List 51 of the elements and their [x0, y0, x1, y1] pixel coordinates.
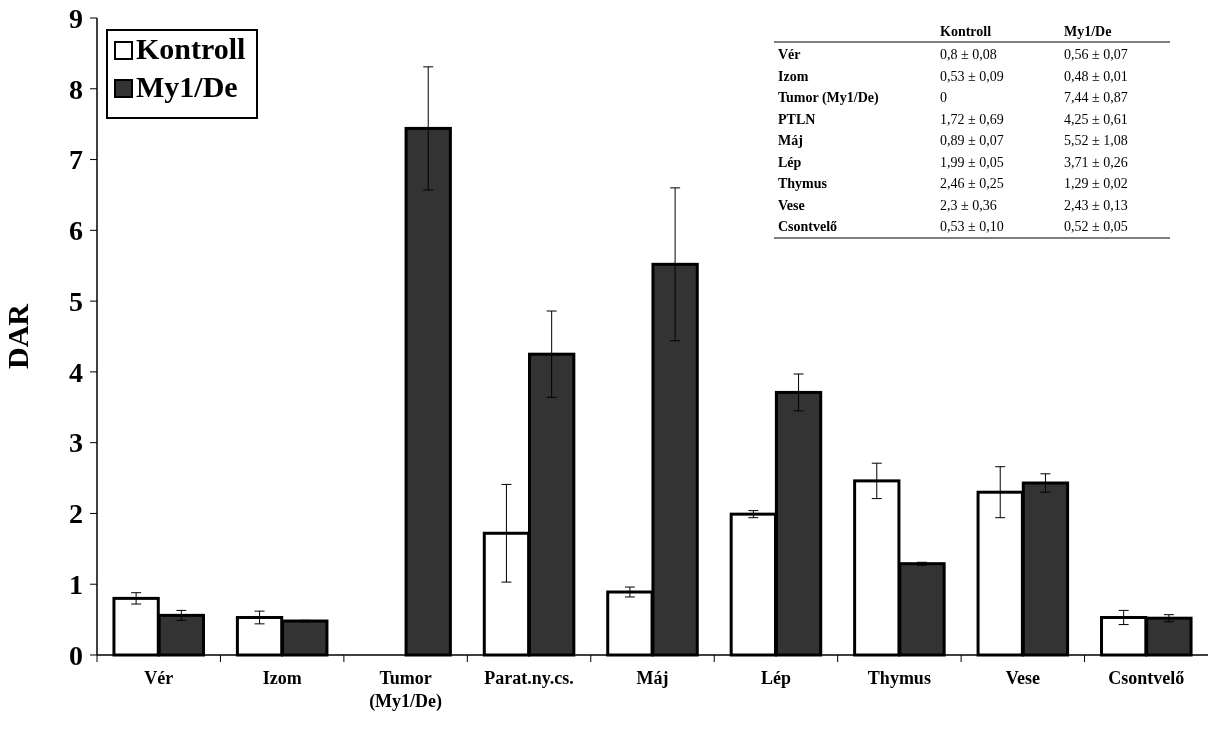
x-tick-label: Vér: [144, 668, 174, 688]
x-tick-label: Tumor (My1/De): [369, 668, 443, 712]
annotation: 2,3 ± 0,36: [940, 197, 997, 213]
annotation: Thymus: [778, 176, 828, 191]
annotation: 0,8 ± 0,08: [940, 47, 997, 62]
annotation: 2,46 ± 0,25: [940, 176, 1004, 191]
legend-label: My1/De: [136, 70, 238, 103]
y-tick-label: 2: [69, 498, 83, 530]
annotation: 0,56 ± 0,07: [1064, 47, 1128, 62]
y-tick-label: 6: [69, 215, 83, 247]
x-tick-label: Parat.ny.cs.: [484, 668, 574, 688]
annotation: 1,72 ± 0,69: [940, 111, 1004, 127]
y-tick-label: 4: [69, 356, 83, 388]
annotation: 0,48 ± 0,01: [1064, 68, 1128, 84]
annotation: 0: [940, 90, 947, 105]
annotation: Lép: [778, 154, 802, 170]
text: Kontroll: [940, 24, 992, 39]
annotation: Tumor (My1/De): [778, 90, 880, 106]
annotation: 3,71 ± 0,26: [1064, 154, 1128, 170]
x-tick-label: Lép: [760, 668, 791, 688]
annotation: Vese: [778, 197, 805, 213]
annotation: Vér: [778, 47, 801, 62]
annotation: Csontvelő: [778, 219, 838, 234]
y-tick-label: 7: [69, 144, 83, 176]
annotation: Máj: [778, 133, 803, 148]
annotation: 0,89 ± 0,07: [940, 133, 1004, 148]
y-tick-label: 8: [69, 73, 83, 105]
annotation: PTLN: [778, 111, 816, 127]
legend-label: Kontroll: [136, 32, 246, 65]
y-axis-title: DAR: [1, 303, 34, 369]
annotation: Izom: [778, 68, 809, 84]
annotation: 2,43 ± 0,13: [1064, 197, 1128, 213]
annotation: 0,52 ± 0,05: [1064, 219, 1128, 234]
x-tick-label: Vese: [1005, 668, 1041, 688]
text: My1/De: [1064, 24, 1112, 39]
annotation: 0,53 ± 0,09: [940, 68, 1004, 84]
y-tick-label: 1: [69, 569, 83, 601]
y-tick-label: 3: [69, 427, 83, 459]
y-tick-label: 9: [69, 2, 83, 34]
y-tick-label: 5: [69, 285, 83, 317]
annotation: 4,25 ± 0,61: [1064, 111, 1128, 127]
annotation: 1,99 ± 0,05: [940, 154, 1004, 170]
x-tick-label: Thymus: [867, 668, 931, 688]
annotation: 1,29 ± 0,02: [1064, 176, 1128, 191]
x-tick-label: Izom: [262, 668, 302, 688]
x-tick-label: Csontvelő: [1108, 668, 1185, 688]
x-tick-label: Máj: [636, 668, 669, 688]
y-tick-label: 0: [69, 639, 83, 671]
annotation: 5,52 ± 1,08: [1064, 133, 1128, 148]
annotation: 0,53 ± 0,10: [940, 219, 1004, 234]
annotation: 7,44 ± 0,87: [1064, 90, 1128, 105]
